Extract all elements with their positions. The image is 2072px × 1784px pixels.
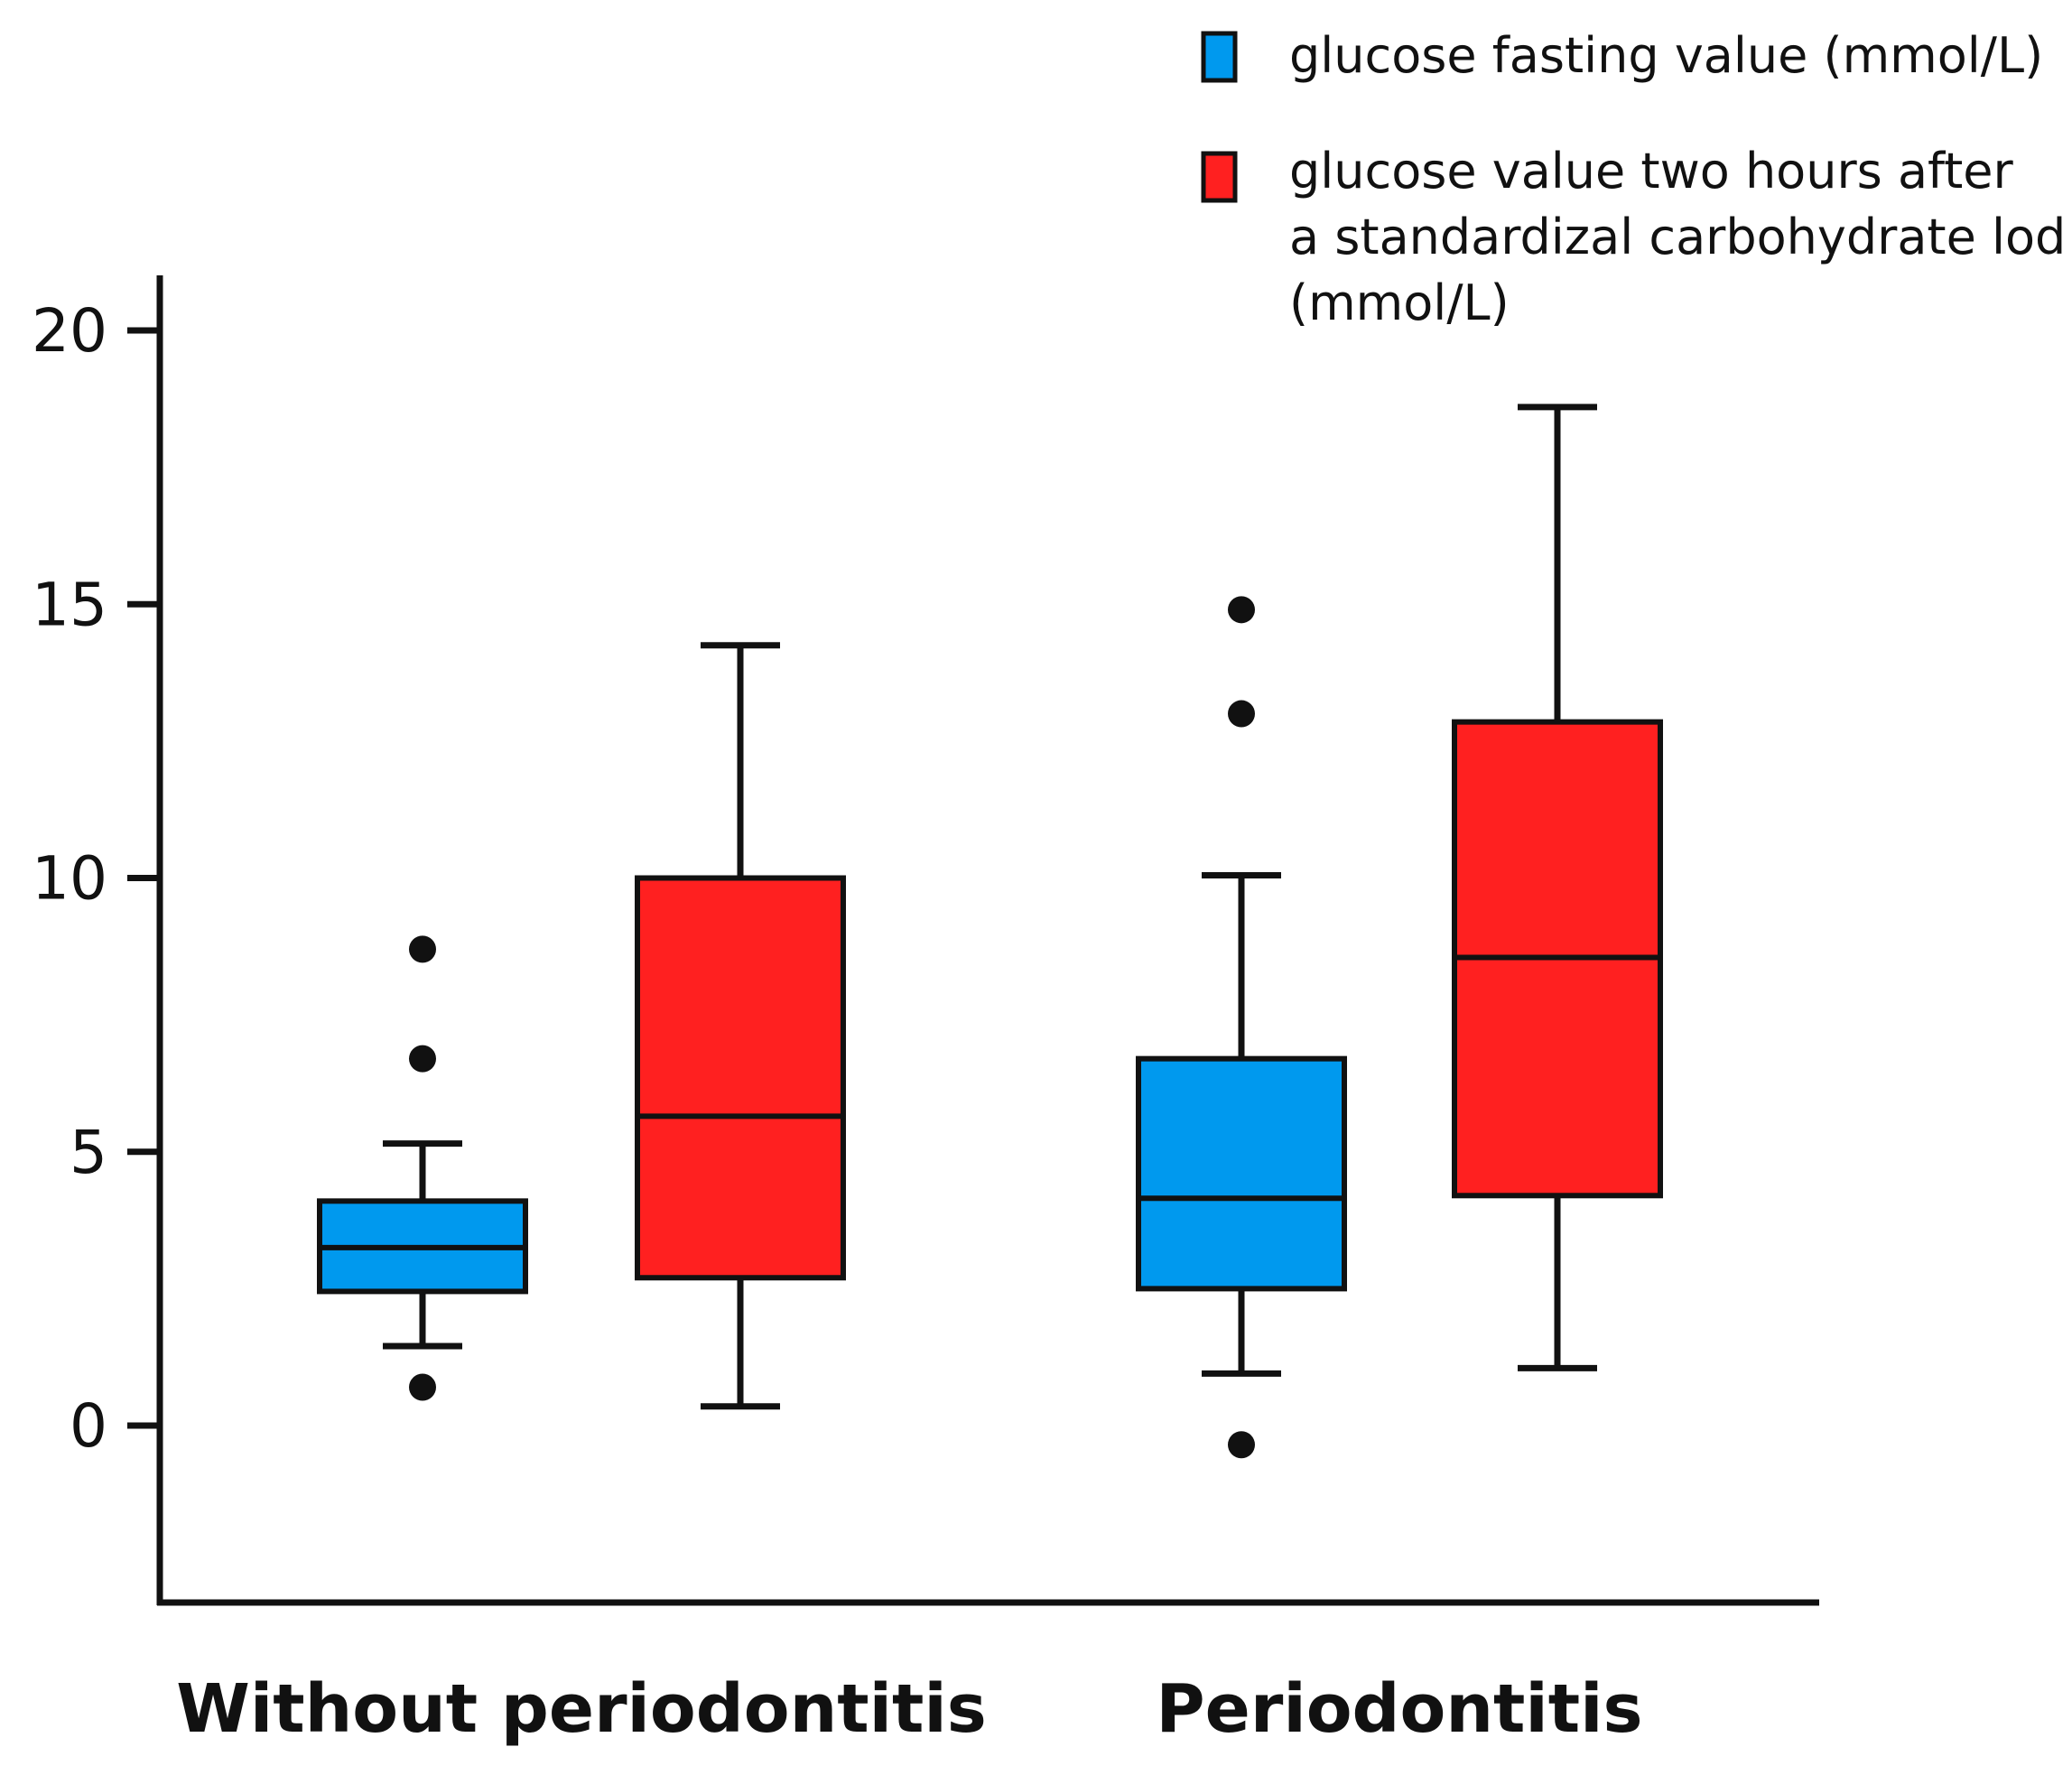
outlier-point — [409, 1045, 436, 1073]
y-tick-label: 0 — [70, 1391, 107, 1461]
boxes — [317, 404, 1663, 1459]
category-label: Periodontitis — [1156, 1670, 1642, 1748]
y-tick-label: 10 — [32, 844, 107, 914]
legend-swatch-twohour — [1201, 151, 1238, 203]
axes: 0 5 10 15 20 — [32, 275, 1819, 1606]
legend-label-twohour: glucose value two hours after — [1289, 143, 2013, 200]
legend-label-twohour: a standardizal carbohydrate lod — [1289, 209, 2066, 265]
category-label: Without periodontitis — [176, 1670, 987, 1748]
y-tick-label: 5 — [70, 1118, 107, 1187]
box-iqr — [1136, 1055, 1347, 1292]
y-tick-label: 15 — [32, 570, 107, 639]
outlier-point — [1228, 596, 1255, 624]
box-fasting-1 — [1136, 596, 1347, 1459]
legend-label-fasting: glucose fasting value (mmol/L) — [1289, 27, 2043, 84]
box-iqr — [635, 875, 846, 1281]
box-twohour-0 — [635, 642, 846, 1410]
y-tick-label: 20 — [32, 296, 107, 366]
legend: glucose fasting value (mmol/L) glucose va… — [1201, 27, 2066, 331]
legend-label-twohour: (mmol/L) — [1289, 274, 1510, 331]
legend-swatch-fasting — [1201, 31, 1238, 83]
box-twohour-1 — [1452, 404, 1663, 1371]
y-ticks: 0 5 10 15 20 — [32, 296, 160, 1461]
outlier-point — [409, 1373, 436, 1401]
outlier-point — [409, 935, 436, 963]
category-labels: Without periodontitis Periodontitis — [176, 1670, 1642, 1748]
outlier-point — [1228, 1431, 1255, 1459]
outlier-point — [1228, 700, 1255, 728]
box-fasting-0 — [317, 935, 528, 1401]
